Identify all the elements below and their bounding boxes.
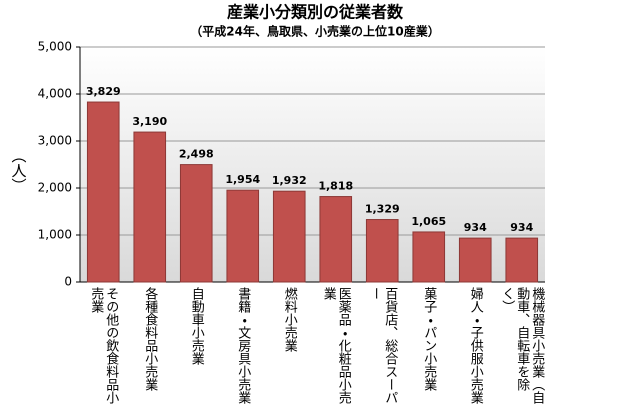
value-label: 1,818 <box>318 180 353 193</box>
x-tick-label: 医薬品・化粧品小売業 <box>320 287 351 404</box>
value-label: 1,954 <box>225 173 260 186</box>
x-tick-label: 自動車小売業 <box>188 287 204 365</box>
x-tick-label: その他の飲食料品小売業 <box>88 287 119 404</box>
bar <box>365 219 399 283</box>
value-label: 2,498 <box>179 148 214 161</box>
bar <box>86 101 120 283</box>
bar <box>179 164 213 283</box>
value-label: 1,065 <box>411 215 446 228</box>
y-tick-label: 3,000 <box>38 134 72 148</box>
bar <box>133 131 167 283</box>
y-tick-label: 2,000 <box>38 181 72 195</box>
y-tick-label: 1,000 <box>38 228 72 242</box>
value-label: 3,829 <box>86 85 121 98</box>
x-tick-label: 機械器具小売業（自動車、自転車を除く） <box>499 287 545 404</box>
chart-title: 産業小分類別の従業者数 <box>227 3 404 22</box>
value-label: 1,329 <box>365 203 400 216</box>
y-tick-label: 0 <box>64 275 72 289</box>
value-label: 934 <box>464 221 487 234</box>
chart-subtitle: （平成24年、鳥取県、小売業の上位10産業） <box>190 24 439 39</box>
y-tick-label: 5,000 <box>38 40 72 54</box>
bar <box>319 196 353 283</box>
x-tick-label: 書籍・文房具小売業 <box>235 287 251 404</box>
x-tick-label: 婦人・子供服小売業 <box>467 287 483 404</box>
bar <box>412 231 446 283</box>
x-tick-label: 燃料小売業 <box>281 287 297 352</box>
y-tick-label: 4,000 <box>38 87 72 101</box>
bar <box>272 190 306 283</box>
x-tick-label: 菓子・パン小売業 <box>421 287 437 391</box>
x-tick-label: 百貨店、総合スーパー <box>367 287 398 404</box>
bar <box>458 237 492 283</box>
value-label: 3,190 <box>132 115 167 128</box>
value-label: 934 <box>510 221 533 234</box>
bar <box>505 237 539 283</box>
bar <box>226 189 260 283</box>
value-label: 1,932 <box>272 174 307 187</box>
x-tick-label: 各種食料品小売業 <box>142 287 158 391</box>
y-axis-label: （人） <box>9 148 28 193</box>
